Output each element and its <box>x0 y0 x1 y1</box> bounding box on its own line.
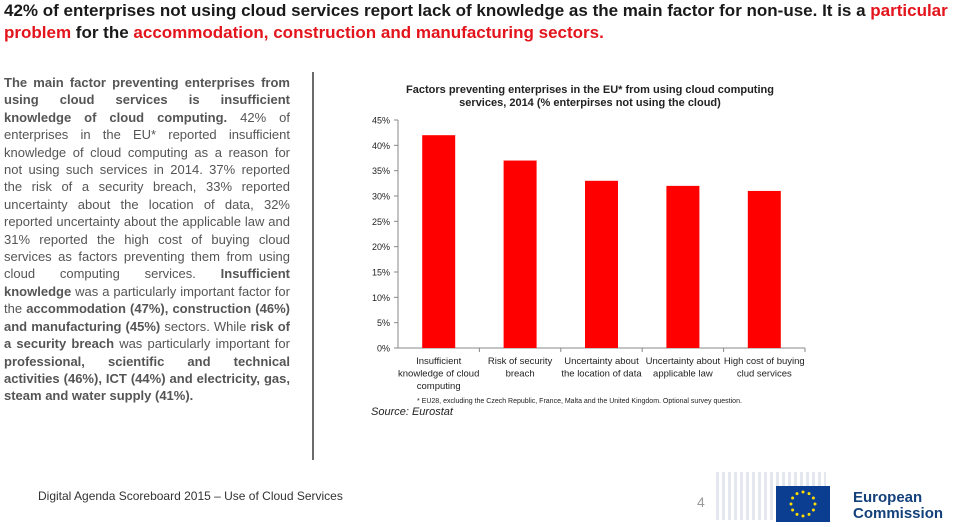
body-emph-security: risk of a security breach <box>4 318 290 352</box>
footer-text: Digital Agenda Scoreboard 2015 – Use of … <box>38 489 343 503</box>
y-tick-label: 0% <box>377 344 390 354</box>
x-category-label: Insufficient knowledge of cloud computing <box>398 356 479 392</box>
y-tick-label: 40% <box>372 141 390 151</box>
x-category-label-line: clud services <box>737 369 792 380</box>
body-emph-knowledge: Insufficient knowledge <box>4 266 290 299</box>
x-category-label-line: applicable law <box>653 369 713 380</box>
page-number: 4 <box>697 494 705 510</box>
x-category-label-line: breach <box>506 369 535 380</box>
y-tick-label: 45% <box>372 116 390 126</box>
x-category-label-line: Risk of security <box>488 356 553 367</box>
x-category-label-line: Insufficient <box>416 356 462 367</box>
x-category-label-line: knowledge of cloud <box>398 369 479 380</box>
eu-flag-icon <box>776 486 830 522</box>
x-category-label: Uncertainty about the location of data <box>561 356 642 380</box>
y-tick-label: 30% <box>372 192 390 202</box>
y-tick-label: 20% <box>372 242 390 252</box>
ec-logo-line1: European <box>853 489 923 506</box>
bar <box>585 180 618 348</box>
body-text-4: was particularly important for <box>119 336 290 352</box>
headline-sectors: accommodation, construction and manufact… <box>133 23 604 42</box>
y-tick-label: 25% <box>372 217 390 227</box>
chart-title: Factors preventing enterprises in the EU… <box>406 84 774 109</box>
divider-line <box>312 72 314 460</box>
headline-part1: 42% of enterprises not using cloud servi… <box>4 1 866 20</box>
x-category-label: Risk of security breach <box>488 356 553 380</box>
x-category-label-line: the location of data <box>561 369 642 380</box>
x-category-label-line: High cost of buying <box>724 356 805 367</box>
x-category-label-line: computing <box>417 381 461 392</box>
body-stats: 42% of enterprises in the EU* reported i… <box>4 109 290 282</box>
bar <box>503 160 537 348</box>
ec-logo-text: European Commission <box>853 490 943 522</box>
body-text-2: was a particularly important factor for … <box>4 283 290 317</box>
y-tick-label: 10% <box>372 293 390 303</box>
x-category-label: High cost of buying clud services <box>724 356 805 380</box>
body-emph-professional: professional, scientific and technical a… <box>4 353 290 404</box>
body-text: The main factor preventing enterprises f… <box>4 74 290 405</box>
chart-source: Source: Eurostat <box>371 406 453 418</box>
headline: 42% of enterprises not using cloud servi… <box>4 0 954 44</box>
body-emph-sectors: accommodation (47%), construction (46%) … <box>4 301 290 334</box>
body-lead: The main factor preventing enterprises f… <box>4 75 290 125</box>
ec-logo-line2: Commission <box>853 505 944 522</box>
x-category-label-line: Uncertainty about <box>564 356 639 367</box>
y-tick-label: 5% <box>377 318 390 328</box>
body-text-3: sectors. While <box>164 318 247 334</box>
headline-part3: for the <box>75 23 129 42</box>
headline-highlight: particular problem <box>4 1 948 42</box>
bar <box>747 190 781 348</box>
x-category-label: Uncertainty about applicable law <box>646 356 721 380</box>
bar <box>422 135 456 348</box>
y-tick-label: 15% <box>372 268 390 278</box>
bar <box>666 185 700 348</box>
chart-footnote: * EU28, excluding the Czech Republic, Fr… <box>417 398 742 405</box>
x-category-label-line: Uncertainty about <box>646 356 721 367</box>
y-tick-label: 35% <box>372 166 390 176</box>
